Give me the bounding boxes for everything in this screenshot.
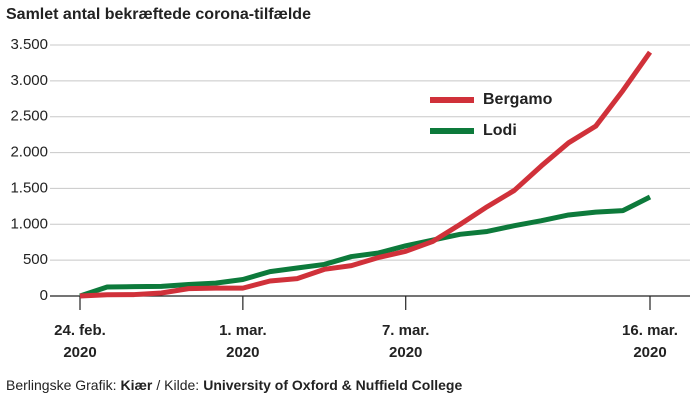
legend-label: Bergamo <box>483 91 553 108</box>
series-line <box>79 50 653 299</box>
y-tick-label: 3.500 <box>10 36 48 53</box>
series-line <box>79 194 652 299</box>
x-tick-label: 7. mar. 2020 <box>382 322 430 361</box>
source-part: Berlingske Grafik: <box>6 377 116 393</box>
y-tick-label: 3.000 <box>10 72 48 89</box>
y-tick-label: 500 <box>23 251 48 268</box>
x-tick-label: 24. feb. 2020 <box>54 322 106 361</box>
y-tick-label: 2.500 <box>10 108 48 125</box>
source-part: / Kilde: <box>156 377 199 393</box>
y-tick-label: 0 <box>40 287 48 304</box>
source-part: University of Oxford & Nuffield College <box>203 377 462 393</box>
x-tick-label: 16. mar. 2020 <box>622 322 678 361</box>
x-tick-label: 1. mar. 2020 <box>219 322 267 361</box>
y-tick-label: 1.500 <box>10 179 48 196</box>
source: Berlingske Grafik: Kiær / Kilde: University… <box>6 377 462 393</box>
source-part: Kiær <box>120 377 152 393</box>
chart-title: Samlet antal bekræftede corona-tilfælde <box>6 6 311 23</box>
y-tick-label: 1.000 <box>10 215 48 232</box>
legend-label: Lodi <box>483 122 517 139</box>
y-tick-label: 2.000 <box>10 144 48 161</box>
